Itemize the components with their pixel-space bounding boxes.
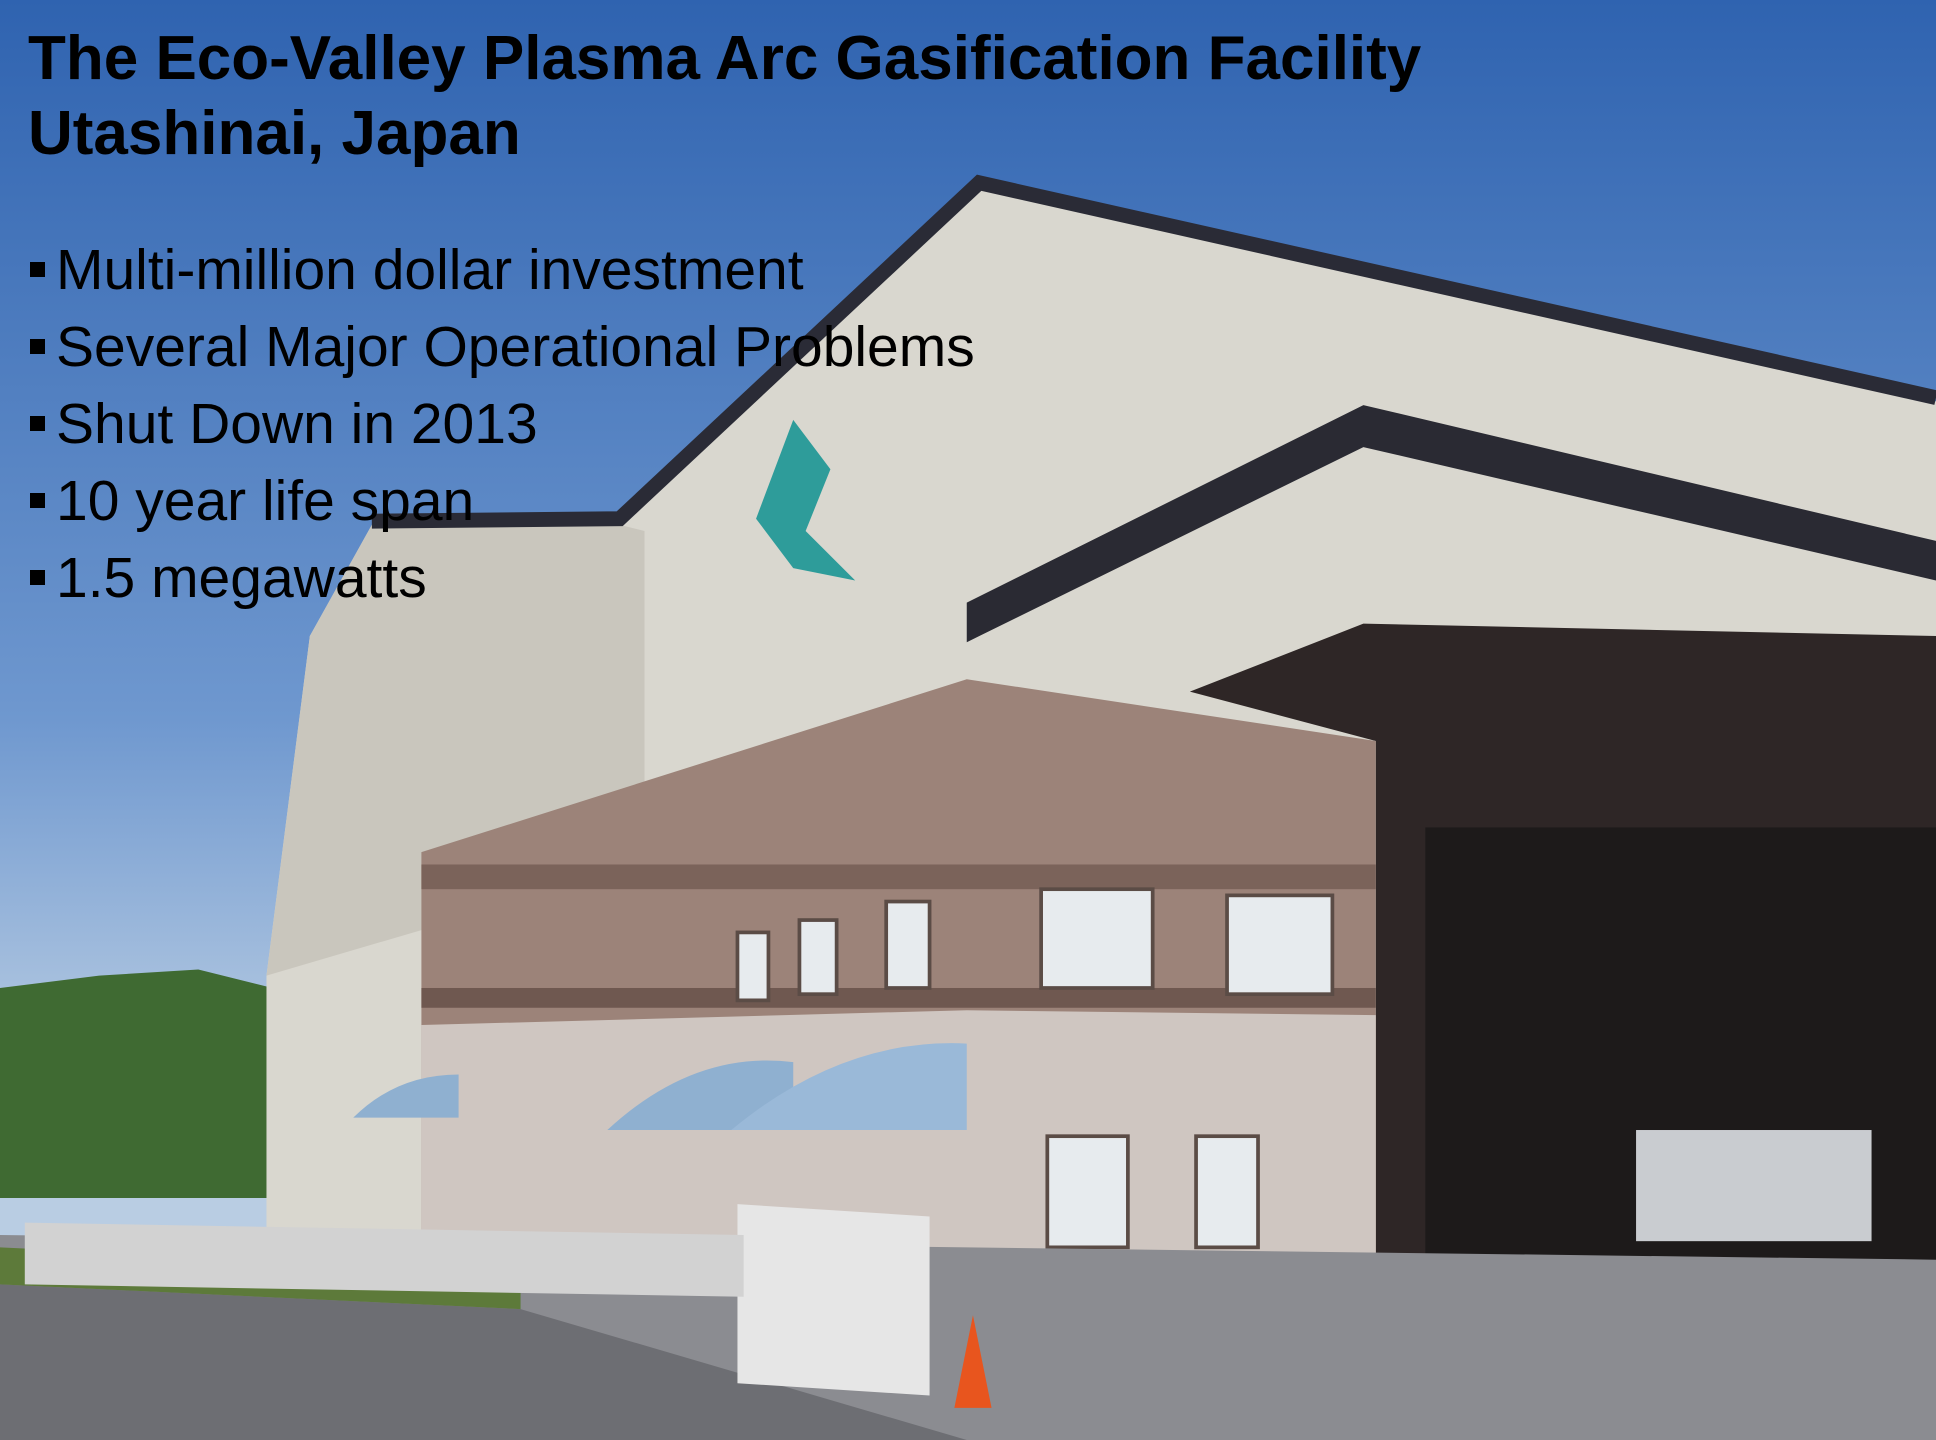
bullet-item: Shut Down in 2013 (28, 386, 975, 463)
slide-title: The Eco-Valley Plasma Arc Gasification F… (28, 28, 1421, 90)
slide-subtitle: Utashinai, Japan (28, 103, 521, 165)
bullet-item: Multi-million dollar investment (28, 232, 975, 309)
slide: {"header": {"title": "The Eco-Valley Pla… (0, 0, 1936, 1440)
bullet-item: 10 year life span (28, 463, 975, 540)
facility-photo (0, 0, 1936, 1440)
bullet-item: Several Major Operational Problems (28, 309, 975, 386)
bullet-item: 1.5 megawatts (28, 540, 975, 617)
